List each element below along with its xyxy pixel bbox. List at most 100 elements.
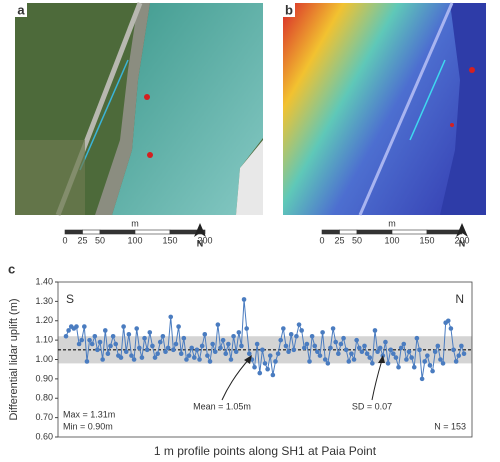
point <box>336 351 341 356</box>
end-label: S <box>66 292 74 306</box>
point <box>118 355 124 360</box>
point <box>445 318 451 324</box>
point <box>155 351 160 356</box>
scale-segment <box>321 229 340 235</box>
point <box>186 353 192 358</box>
point <box>367 355 373 360</box>
point <box>168 314 174 320</box>
point <box>233 349 239 355</box>
scale-segment <box>82 229 101 235</box>
point <box>453 359 459 364</box>
point <box>194 347 200 353</box>
point <box>459 343 464 349</box>
point <box>202 332 208 337</box>
annotation: N = 153 <box>434 421 466 431</box>
scale-segment <box>64 229 83 235</box>
point <box>215 322 221 327</box>
point <box>422 359 428 364</box>
panel-label: c <box>8 261 15 276</box>
point <box>231 333 236 339</box>
point <box>430 368 435 374</box>
point <box>278 337 284 343</box>
point <box>239 343 244 349</box>
point <box>246 351 252 356</box>
point <box>396 364 401 370</box>
scale-tick-label: 100 <box>127 235 142 245</box>
point <box>309 333 315 339</box>
point <box>257 370 263 376</box>
panel-label-box <box>283 3 295 17</box>
north-arrow <box>456 223 468 237</box>
point <box>82 324 87 329</box>
point <box>254 341 260 347</box>
point <box>438 357 443 362</box>
point <box>270 372 276 378</box>
point <box>427 363 433 368</box>
point <box>273 359 278 364</box>
point <box>171 347 176 353</box>
scale-tick-label: 25 <box>77 235 87 245</box>
end-label: N <box>455 292 464 306</box>
y-tick-label: 1.40 <box>35 276 53 286</box>
point <box>315 349 320 355</box>
point <box>260 347 265 353</box>
point <box>456 353 462 358</box>
aerial-photo <box>15 2 263 216</box>
point <box>391 351 396 356</box>
scale-unit: m <box>388 218 396 228</box>
point <box>108 343 113 349</box>
annotation: SD = 0.07 <box>352 401 392 411</box>
point <box>123 349 129 355</box>
y-tick-label: 0.90 <box>35 373 53 383</box>
point <box>236 330 242 335</box>
scale-segment <box>426 229 463 235</box>
scale-segment <box>356 229 393 235</box>
scale-tick-label: 50 <box>352 235 362 245</box>
point <box>126 332 132 337</box>
point <box>121 324 126 329</box>
scale-segment <box>391 229 428 235</box>
point <box>265 366 270 372</box>
y-tick-label: 1.20 <box>35 315 53 325</box>
x-axis-label: 1 m profile points along SH1 at Paia Poi… <box>154 444 377 458</box>
point <box>212 349 218 355</box>
annotation: Min = 0.90m <box>63 421 113 431</box>
point <box>210 341 215 347</box>
point <box>100 357 105 362</box>
scale-tick-label: 150 <box>419 235 434 245</box>
panel-label: b <box>285 2 293 17</box>
point <box>79 337 85 343</box>
scale-tick-label: 200 <box>454 235 469 245</box>
point <box>226 341 231 347</box>
point <box>383 339 388 345</box>
annotation-arrow <box>371 359 383 401</box>
panel-decor: a 0 25 50 100 150 200 m Nb 0 25 50 100 150 200 m N <box>15 2 470 248</box>
point <box>351 357 357 362</box>
point <box>388 347 393 353</box>
point <box>372 328 378 333</box>
point <box>139 355 145 360</box>
point <box>129 353 134 358</box>
point <box>152 355 158 360</box>
scale-tick-label: 0 <box>62 235 67 245</box>
scale-tick-label: 0 <box>319 235 324 245</box>
point <box>223 351 229 356</box>
point <box>267 353 273 358</box>
panel-label-box <box>15 3 27 17</box>
point <box>89 341 95 347</box>
point <box>401 341 407 347</box>
scale-segment <box>99 229 136 235</box>
scale-tick-label: 100 <box>384 235 399 245</box>
lidar-hillshade <box>283 2 486 216</box>
point <box>359 349 365 355</box>
point <box>398 345 404 351</box>
scale-tick-label: 150 <box>162 235 177 245</box>
scale-tick-label: 25 <box>334 235 344 245</box>
point <box>105 351 111 356</box>
y-tick-label: 0.70 <box>35 412 53 422</box>
point <box>113 341 119 347</box>
panel-label: a <box>17 2 25 17</box>
point <box>205 353 210 358</box>
point <box>375 349 380 355</box>
point <box>417 347 422 353</box>
